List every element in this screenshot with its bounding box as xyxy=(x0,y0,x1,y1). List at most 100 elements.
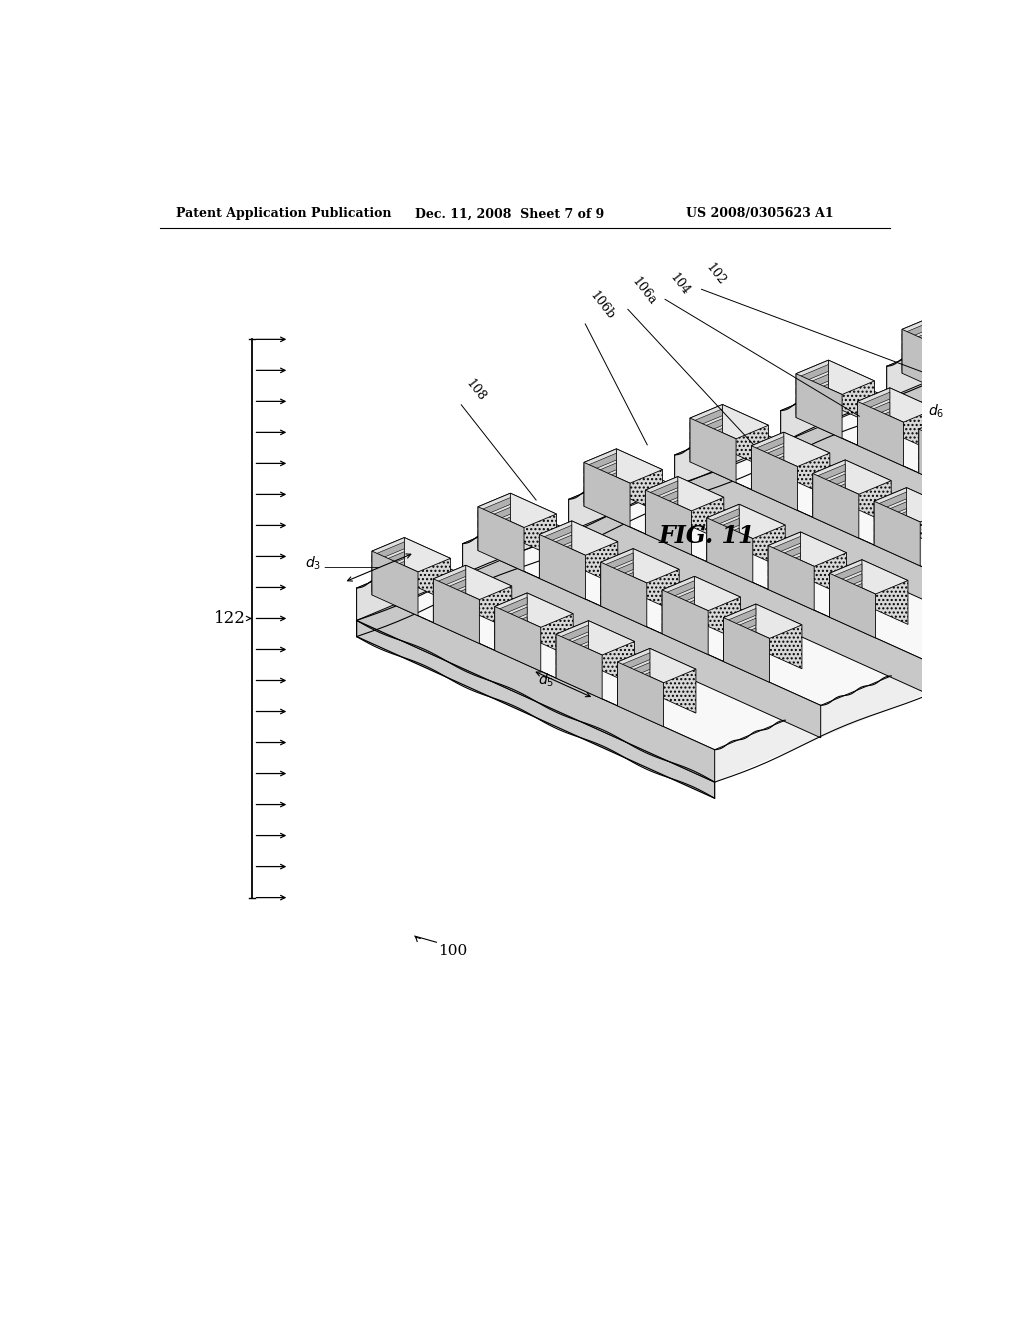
Polygon shape xyxy=(768,532,801,590)
Polygon shape xyxy=(874,511,906,532)
Polygon shape xyxy=(675,455,1024,649)
Polygon shape xyxy=(601,549,679,583)
Polygon shape xyxy=(675,425,745,487)
Polygon shape xyxy=(540,535,586,599)
Polygon shape xyxy=(813,459,845,517)
Polygon shape xyxy=(768,532,847,566)
Polygon shape xyxy=(495,616,527,638)
Polygon shape xyxy=(510,494,556,558)
Polygon shape xyxy=(556,635,589,655)
Polygon shape xyxy=(980,467,1013,487)
Polygon shape xyxy=(796,360,828,417)
Polygon shape xyxy=(645,510,678,531)
Polygon shape xyxy=(724,609,756,628)
Polygon shape xyxy=(724,628,756,648)
Polygon shape xyxy=(707,519,739,539)
Polygon shape xyxy=(690,438,722,458)
Polygon shape xyxy=(813,474,845,495)
Polygon shape xyxy=(919,416,951,473)
Polygon shape xyxy=(568,499,927,693)
Polygon shape xyxy=(980,444,1024,478)
Polygon shape xyxy=(980,457,1024,521)
Polygon shape xyxy=(601,573,633,593)
Polygon shape xyxy=(663,577,740,611)
Polygon shape xyxy=(752,432,783,490)
Polygon shape xyxy=(478,507,524,572)
Polygon shape xyxy=(707,528,739,549)
Polygon shape xyxy=(829,593,862,614)
Polygon shape xyxy=(356,261,1024,781)
Polygon shape xyxy=(796,360,874,395)
Polygon shape xyxy=(752,455,783,477)
Polygon shape xyxy=(902,315,935,374)
Polygon shape xyxy=(707,508,739,529)
Polygon shape xyxy=(768,536,801,557)
Polygon shape xyxy=(540,521,571,578)
Polygon shape xyxy=(756,605,802,669)
Polygon shape xyxy=(980,458,1013,478)
Polygon shape xyxy=(857,412,890,432)
Polygon shape xyxy=(478,494,510,550)
Polygon shape xyxy=(964,343,996,401)
Polygon shape xyxy=(707,517,753,582)
Polygon shape xyxy=(601,562,647,627)
Polygon shape xyxy=(936,529,968,550)
Polygon shape xyxy=(633,549,679,614)
Polygon shape xyxy=(478,527,510,548)
Text: 104: 104 xyxy=(667,271,691,298)
Polygon shape xyxy=(752,466,783,486)
Polygon shape xyxy=(556,620,589,678)
Polygon shape xyxy=(796,393,828,414)
Polygon shape xyxy=(584,463,616,483)
Polygon shape xyxy=(1008,276,1024,296)
Polygon shape xyxy=(919,440,951,459)
Polygon shape xyxy=(584,482,616,503)
Polygon shape xyxy=(813,494,845,513)
Polygon shape xyxy=(752,437,783,457)
Polygon shape xyxy=(556,644,589,665)
Polygon shape xyxy=(936,539,968,560)
Polygon shape xyxy=(601,549,633,606)
Polygon shape xyxy=(874,521,906,541)
Polygon shape xyxy=(1008,285,1024,350)
Polygon shape xyxy=(722,404,768,469)
Polygon shape xyxy=(936,515,968,573)
Polygon shape xyxy=(466,565,512,630)
Polygon shape xyxy=(617,648,650,706)
Text: 106a: 106a xyxy=(630,275,659,308)
Polygon shape xyxy=(617,653,650,673)
Polygon shape xyxy=(968,515,1014,579)
Polygon shape xyxy=(372,572,404,591)
Polygon shape xyxy=(372,552,404,572)
Polygon shape xyxy=(404,537,451,602)
Polygon shape xyxy=(780,381,1024,573)
Polygon shape xyxy=(584,462,630,527)
Text: 100: 100 xyxy=(438,944,467,958)
Polygon shape xyxy=(902,330,948,395)
Polygon shape xyxy=(906,487,952,552)
Polygon shape xyxy=(568,470,639,532)
Polygon shape xyxy=(663,581,694,601)
Polygon shape xyxy=(936,529,982,594)
Polygon shape xyxy=(857,392,890,413)
Polygon shape xyxy=(768,565,801,586)
Polygon shape xyxy=(857,388,936,422)
Polygon shape xyxy=(690,404,722,462)
Text: 102: 102 xyxy=(703,261,728,288)
Polygon shape xyxy=(650,648,696,713)
Polygon shape xyxy=(690,428,722,449)
Polygon shape xyxy=(829,573,876,638)
Polygon shape xyxy=(780,381,851,444)
Polygon shape xyxy=(980,447,1013,469)
Polygon shape xyxy=(813,474,859,539)
Polygon shape xyxy=(919,449,951,470)
Polygon shape xyxy=(568,470,997,661)
Polygon shape xyxy=(663,601,694,620)
Polygon shape xyxy=(1008,272,1024,306)
Polygon shape xyxy=(675,425,1024,616)
Polygon shape xyxy=(463,515,891,705)
Polygon shape xyxy=(887,367,1024,560)
Polygon shape xyxy=(813,465,845,484)
Polygon shape xyxy=(527,593,573,657)
Polygon shape xyxy=(857,388,890,445)
